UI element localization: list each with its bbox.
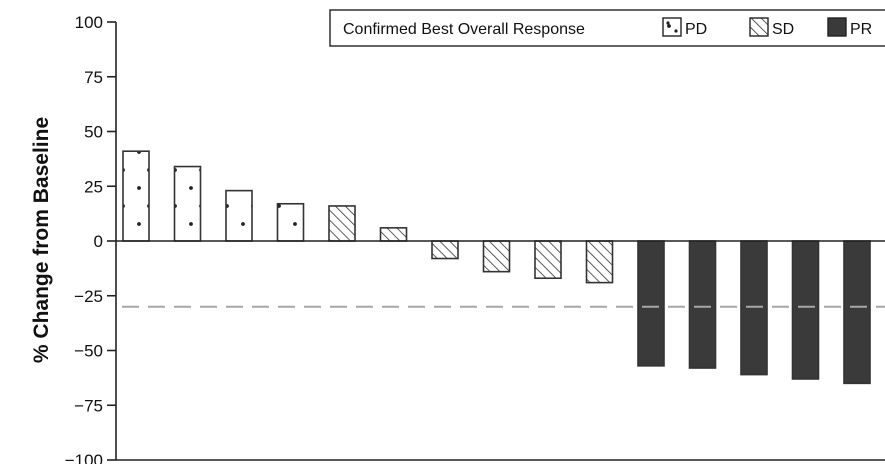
bar-sd — [534, 240, 562, 280]
bar-pd — [276, 202, 305, 242]
y-tick-label: 75 — [84, 68, 103, 87]
bar-pr — [637, 240, 665, 367]
bar-sd — [328, 205, 356, 242]
y-axis-ticks: 100 75 50 25 0 −25 −50 −75 −100 — [65, 13, 116, 464]
bar-pr — [791, 240, 820, 380]
y-axis-title: % Change from Baseline — [30, 117, 53, 363]
bar-pr — [740, 240, 768, 376]
bar-pr — [688, 240, 717, 369]
bar-pr — [843, 240, 871, 385]
legend-label-sd: SD — [772, 21, 794, 38]
bar-sd — [431, 240, 459, 260]
legend-swatch-pr — [827, 17, 847, 37]
legend-swatch-pd — [662, 17, 682, 37]
y-tick-label: 25 — [84, 177, 103, 196]
bar-pd — [122, 150, 150, 242]
legend-box — [329, 9, 885, 47]
legend-title: Confirmed Best Overall Response — [343, 21, 585, 38]
legend-dot — [666, 21, 670, 25]
y-tick-label: −25 — [74, 287, 103, 306]
y-tick-label: 50 — [84, 123, 103, 142]
y-tick-label: −75 — [74, 396, 103, 415]
y-tick-label: 100 — [75, 13, 103, 32]
bars-group — [122, 150, 871, 385]
bar-sd — [585, 240, 614, 284]
legend-label-pr: PR — [850, 21, 872, 38]
legend-dot — [674, 29, 678, 33]
legend-swatch-sd — [749, 17, 769, 37]
y-tick-label: −100 — [65, 451, 103, 464]
y-tick-label: −50 — [74, 342, 103, 361]
bar-pd — [173, 165, 202, 242]
bar-sd — [379, 227, 408, 242]
legend-label-pd: PD — [685, 21, 707, 38]
bar-pd — [225, 189, 253, 242]
y-tick-label: 0 — [94, 232, 103, 251]
legend: Confirmed Best Overall Response PD SD PR — [329, 9, 885, 47]
bar-sd — [482, 240, 511, 273]
